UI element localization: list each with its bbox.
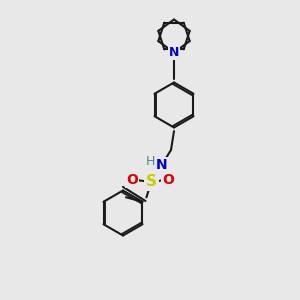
Text: O: O (126, 173, 138, 187)
Text: S: S (146, 174, 157, 189)
Text: N: N (156, 158, 168, 172)
Text: H: H (146, 155, 155, 168)
Text: N: N (169, 46, 179, 59)
Text: O: O (162, 173, 174, 187)
